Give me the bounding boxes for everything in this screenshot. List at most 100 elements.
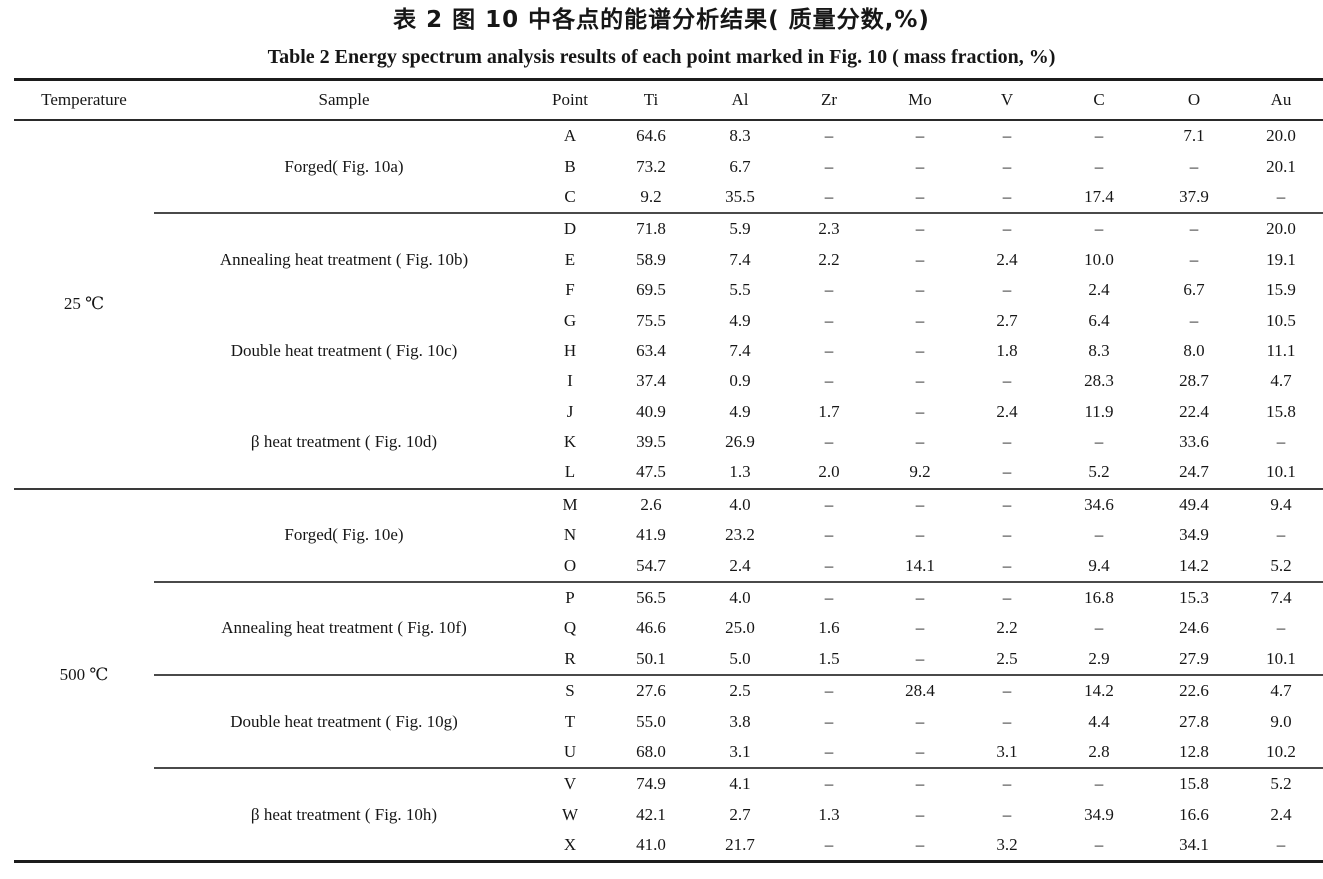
column-header-c: C <box>1048 79 1150 121</box>
value-cell-mo: – <box>915 126 925 146</box>
table-row: I 37.4 0.9 – – – 28.3 28.7 4.7 <box>14 366 1323 396</box>
value-cell-c: 16.8 <box>1084 588 1114 608</box>
value-cell-al: 25.0 <box>725 618 755 638</box>
value-cell-zr: – <box>824 711 834 731</box>
table-title-chinese: 表 2 图 10 中各点的能谱分析结果( 质量分数,%) <box>393 7 930 33</box>
value-cell-o: 6.7 <box>1183 280 1205 300</box>
value-cell-v: 2.4 <box>996 249 1018 269</box>
value-cell-c: 8.3 <box>1088 340 1110 360</box>
sample-cell: β heat treatment ( Fig. 10d) <box>250 432 438 452</box>
value-cell-v: – <box>1002 156 1012 176</box>
value-cell-v: – <box>1002 219 1012 239</box>
value-cell-au: 20.0 <box>1266 219 1296 239</box>
table-row: R 50.1 5.0 1.5–2.5 2.9 27.9 10.1 <box>14 643 1323 677</box>
value-cell-zr: 2.0 <box>818 462 840 482</box>
value-cell-mo: 14.1 <box>874 550 966 583</box>
value-cell-v: – <box>1002 462 1012 482</box>
table-row: U 68.0 3.1– –3.1 2.8 12.8 10.2 <box>14 736 1323 770</box>
value-cell-v: 2.2 <box>996 618 1018 638</box>
table-row: Annealing heat treatment ( Fig. 10f) P 56.… <box>14 581 1323 677</box>
value-cell-o: 33.6 <box>1179 432 1209 452</box>
value-cell-mo: – <box>915 618 925 638</box>
table-row: H 63.4 7.4 – – 1.8 8.3 8.0 11.1 <box>14 336 1323 366</box>
value-cell-al: 7.4 <box>729 249 751 269</box>
value-cell-o: 34.1 <box>1179 835 1209 855</box>
point-cell: E <box>564 249 576 269</box>
value-cell-mo: – <box>915 804 925 824</box>
point-cell: X <box>563 835 577 855</box>
column-header-o: O <box>1150 79 1238 121</box>
value-cell-ti: 9.2 <box>606 181 696 215</box>
point-cell: F <box>565 280 575 300</box>
value-cell-al: 4.9 <box>729 401 751 421</box>
value-cell-v: – <box>1002 432 1012 452</box>
sample-cell: Double heat treatment ( Fig. 10g) <box>154 675 534 770</box>
value-cell-au: – <box>1276 432 1286 452</box>
value-cell-au: 10.5 <box>1266 310 1296 330</box>
value-cell-zr: – <box>824 310 834 330</box>
value-cell-al: 4.1 <box>729 774 751 794</box>
value-cell-v: – <box>966 181 1048 215</box>
value-cell-zr: – <box>784 736 874 770</box>
value-cell-c: – <box>1094 126 1104 146</box>
point-cell: D <box>563 219 577 239</box>
point-cell: U <box>534 736 606 770</box>
table-row: T 55.0 3.8 – – – 4.4 27.8 9.0 <box>14 706 1323 736</box>
table-body: 25 ℃ Forged( Fig. 10a) A 64.6 8.3 – – – – 7.1 20.0… <box>14 120 1323 862</box>
point-cell: K <box>563 432 577 452</box>
value-cell-v: 3.1 <box>966 736 1048 770</box>
value-cell-au: 7.4 <box>1270 588 1292 608</box>
value-cell-v: 2.5 <box>966 643 1048 677</box>
value-cell-c: – <box>1094 618 1104 638</box>
value-cell-v: 2.4 <box>996 401 1018 421</box>
header-row: Temperature Sample Point Ti Al Zr Mo V C O Au <box>14 79 1323 121</box>
point-cell: R <box>534 643 606 677</box>
value-cell-ti: 41.0 <box>636 835 666 855</box>
value-cell-o: 28.7 <box>1179 371 1209 391</box>
value-cell-c: 28.3 <box>1084 371 1114 391</box>
value-cell-al: 26.9 <box>725 432 755 452</box>
value-cell-v: – <box>1002 774 1012 794</box>
value-cell-v: – <box>1002 711 1012 731</box>
value-cell-mo: – <box>915 310 925 330</box>
value-cell-al: 5.5 <box>729 280 751 300</box>
value-cell-mo: 9.2 <box>909 462 931 482</box>
point-cell: J <box>566 401 574 421</box>
point-cell: N <box>563 525 577 545</box>
table-row: 25 ℃ Forged( Fig. 10a) A 64.6 8.3– – – –7.1 20.0 <box>14 120 1323 313</box>
value-cell-ti: 47.5 <box>636 462 666 482</box>
value-cell-o: – <box>1189 310 1199 330</box>
sample-cell: Forged( Fig. 10a) <box>154 120 534 215</box>
value-cell-zr: – <box>824 432 834 452</box>
value-cell-ti: 50.1 <box>606 643 696 677</box>
value-cell-c: – <box>1094 432 1104 452</box>
energy-spectrum-table: Temperature Sample Point Ti Al Zr Mo V C O Au 25 ℃… <box>14 78 1323 864</box>
value-cell-c: 14.2 <box>1084 681 1114 701</box>
value-cell-zr: – <box>784 550 874 583</box>
value-cell-c: 11.9 <box>1084 401 1114 421</box>
value-cell-c: 9.4 <box>1048 550 1150 583</box>
table-row: β heat treatment ( Fig. 10d) J 40.9 4.9 1.7 –… <box>14 397 1323 451</box>
value-cell-ti: 74.9 <box>636 774 666 794</box>
value-cell-au: 10.1 <box>1238 643 1323 677</box>
value-cell-ti: 55.0 <box>636 711 666 731</box>
value-cell-ti: 56.5 <box>636 588 666 608</box>
sample-cell: Double heat treatment ( Fig. 10c) <box>230 340 458 360</box>
value-cell-au: 20.0 <box>1266 126 1296 146</box>
table-title-english: Table 2 Energy spectrum analysis results… <box>267 46 1056 68</box>
value-cell-mo: – <box>915 249 925 269</box>
table-row: N 41.9 23.2 – – – – 34.9 – <box>14 520 1323 550</box>
column-header-au: Au <box>1238 79 1323 121</box>
value-cell-mo: – <box>874 736 966 770</box>
value-cell-v: 1.8 <box>996 340 1018 360</box>
point-cell: B <box>564 156 576 176</box>
value-cell-al: 23.2 <box>725 525 755 545</box>
value-cell-ti: 41.9 <box>636 525 666 545</box>
table-row: O 54.7 2.4–14.1–9.4 14.2 5.2 <box>14 550 1323 583</box>
value-cell-zr: – <box>824 340 834 360</box>
point-cell: L <box>564 462 576 482</box>
value-cell-c: – <box>1094 525 1104 545</box>
value-cell-mo: – <box>874 643 966 677</box>
value-cell-zr: – <box>824 588 834 608</box>
table-row: Annealing heat treatment ( Fig. 10b) D 71.… <box>14 213 1323 268</box>
